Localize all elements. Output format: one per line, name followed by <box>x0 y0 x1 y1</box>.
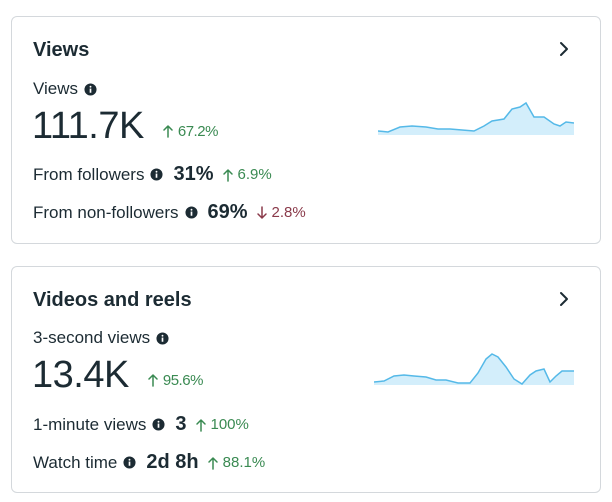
chevron-right-icon[interactable] <box>556 41 572 57</box>
views-metric-delta: 67.2% <box>162 123 218 140</box>
followers-delta: 6.9% <box>222 166 272 183</box>
videos-metric-label-row: 3-second views <box>33 328 169 348</box>
videos-row-one-minute: 1-minute views 3 100% <box>33 413 249 436</box>
videos-metric-row: 13.4K 95.6% <box>32 354 203 397</box>
views-row-non-followers: From non-followers 69% 2.8% <box>33 201 306 224</box>
watch-time-label: Watch time <box>33 452 118 472</box>
videos-card-title: Videos and reels <box>33 289 192 311</box>
views-metric-row: 111.7K 67.2% <box>32 105 218 148</box>
arrow-up-icon <box>163 125 173 138</box>
watch-time-value: 2d 8h <box>146 451 199 473</box>
videos-metric-label: 3-second views <box>33 328 151 347</box>
arrow-down-icon <box>256 205 267 219</box>
info-circle-icon[interactable] <box>150 168 164 181</box>
info-circle-icon[interactable] <box>156 331 169 345</box>
views-card[interactable]: Views Views 111.7K 67.2% From followers <box>11 16 601 244</box>
views-metric-label-row: Views <box>33 79 97 99</box>
videos-metric-value: 13.4K <box>32 354 129 396</box>
arrow-up-icon <box>222 168 233 182</box>
views-metric-delta-value: 67.2% <box>177 122 219 140</box>
info-circle-icon[interactable] <box>152 418 165 431</box>
non-followers-label: From non-followers <box>33 202 179 222</box>
followers-label: From followers <box>33 164 145 184</box>
videos-metric-delta: 95.6% <box>147 372 203 389</box>
chevron-right-icon[interactable] <box>556 291 572 307</box>
videos-sparkline <box>374 353 574 385</box>
videos-row-watch-time: Watch time 2d 8h 88.1% <box>33 451 265 474</box>
non-followers-delta-value: 2.8% <box>271 204 306 221</box>
one-minute-views-value: 3 <box>175 413 187 435</box>
non-followers-value: 69% <box>207 201 248 223</box>
info-circle-icon[interactable] <box>184 206 198 219</box>
followers-value: 31% <box>173 163 214 185</box>
views-metric-value: 111.7K <box>32 105 144 147</box>
non-followers-delta: 2.8% <box>256 204 306 221</box>
watch-time-delta: 88.1% <box>207 454 266 471</box>
info-circle-icon[interactable] <box>123 456 136 469</box>
info-circle-icon[interactable] <box>84 82 97 96</box>
one-minute-views-label: 1-minute views <box>33 414 147 434</box>
one-minute-views-delta-value: 100% <box>210 416 249 433</box>
views-row-followers: From followers 31% 6.9% <box>33 163 272 186</box>
views-card-title: Views <box>33 39 90 61</box>
videos-card[interactable]: Videos and reels 3-second views 13.4K 95… <box>11 266 601 493</box>
arrow-up-icon <box>195 418 206 432</box>
one-minute-views-delta: 100% <box>195 416 249 433</box>
arrow-up-icon <box>148 374 158 387</box>
videos-metric-delta-value: 95.6% <box>162 371 204 389</box>
views-sparkline <box>378 101 574 135</box>
watch-time-delta-value: 88.1% <box>222 454 266 471</box>
followers-delta-value: 6.9% <box>237 166 272 183</box>
arrow-up-icon <box>207 456 218 470</box>
views-metric-label: Views <box>33 79 79 98</box>
